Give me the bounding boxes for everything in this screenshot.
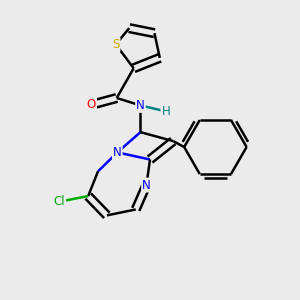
Text: Cl: Cl <box>53 195 65 208</box>
Text: N: N <box>136 99 145 112</box>
Text: H: H <box>161 105 170 118</box>
Text: N: N <box>142 178 151 192</box>
Text: N: N <box>113 146 122 159</box>
Text: O: O <box>87 98 96 111</box>
Text: S: S <box>112 38 119 51</box>
